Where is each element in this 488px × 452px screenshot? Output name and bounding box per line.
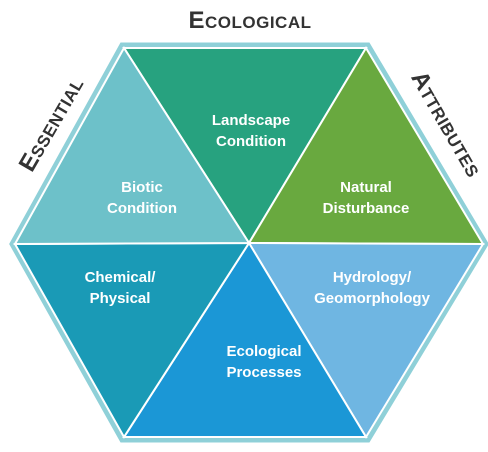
segment-label: Disturbance [323,200,410,217]
segment-label: Ecological [226,343,301,360]
segment [13,46,251,246]
segment-label: Biotic [121,179,163,196]
segment-label: Landscape [212,112,290,129]
segment-label: Chemical/ [85,269,157,286]
segment-label: Condition [107,200,177,217]
segment-label: Geomorphology [314,290,430,307]
segment-label: Processes [226,364,301,381]
segment-label: Condition [216,133,286,150]
segment-label: Hydrology/ [333,269,412,286]
segment-label: Natural [340,179,392,196]
top-label: Ecological [189,7,312,34]
segment-label: Physical [90,290,151,307]
